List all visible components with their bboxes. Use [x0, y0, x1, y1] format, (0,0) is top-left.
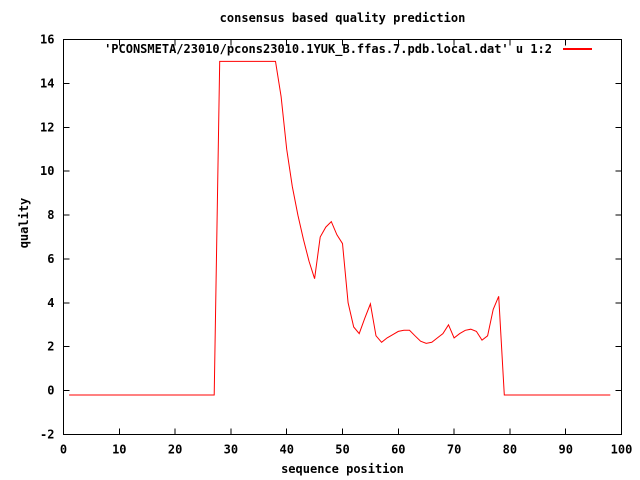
y-tick-label: 14: [40, 76, 54, 90]
legend: 'PCONSMETA/23010/pcons23010.1YUK_B.ffas.…: [104, 42, 592, 56]
y-tick-label: -2: [40, 428, 54, 442]
y-tick-label: 4: [47, 296, 54, 310]
y-tick-label: 10: [40, 164, 54, 178]
chart-title: consensus based quality prediction: [219, 11, 466, 25]
x-tick-label: 50: [335, 443, 349, 457]
legend-label: 'PCONSMETA/23010/pcons23010.1YUK_B.ffas.…: [104, 42, 552, 56]
y-tick-label: 16: [40, 33, 54, 47]
y-tick-label: 2: [47, 340, 54, 354]
x-axis-label: sequence position: [281, 462, 404, 476]
y-axis-label: quality: [17, 197, 31, 249]
plot-frame: [63, 39, 622, 435]
x-tick-label: 20: [168, 443, 182, 457]
x-tick-label: 90: [558, 443, 572, 457]
y-tick-label: 12: [40, 120, 54, 134]
x-tick-label: 30: [224, 443, 238, 457]
data-series-line: [69, 60, 611, 396]
x-tick-label: 80: [503, 443, 517, 457]
y-tick-label: 0: [47, 384, 54, 398]
x-tick-label: 10: [112, 443, 126, 457]
x-tick-label: 40: [279, 443, 293, 457]
x-tick-label: 60: [391, 443, 405, 457]
x-tick-label: 100: [611, 443, 633, 457]
y-tick-label: 8: [47, 208, 54, 222]
legend-line-sample: [563, 48, 592, 50]
x-tick-label: 0: [60, 443, 67, 457]
x-tick-label: 70: [447, 443, 461, 457]
y-tick-label: 6: [47, 252, 54, 266]
